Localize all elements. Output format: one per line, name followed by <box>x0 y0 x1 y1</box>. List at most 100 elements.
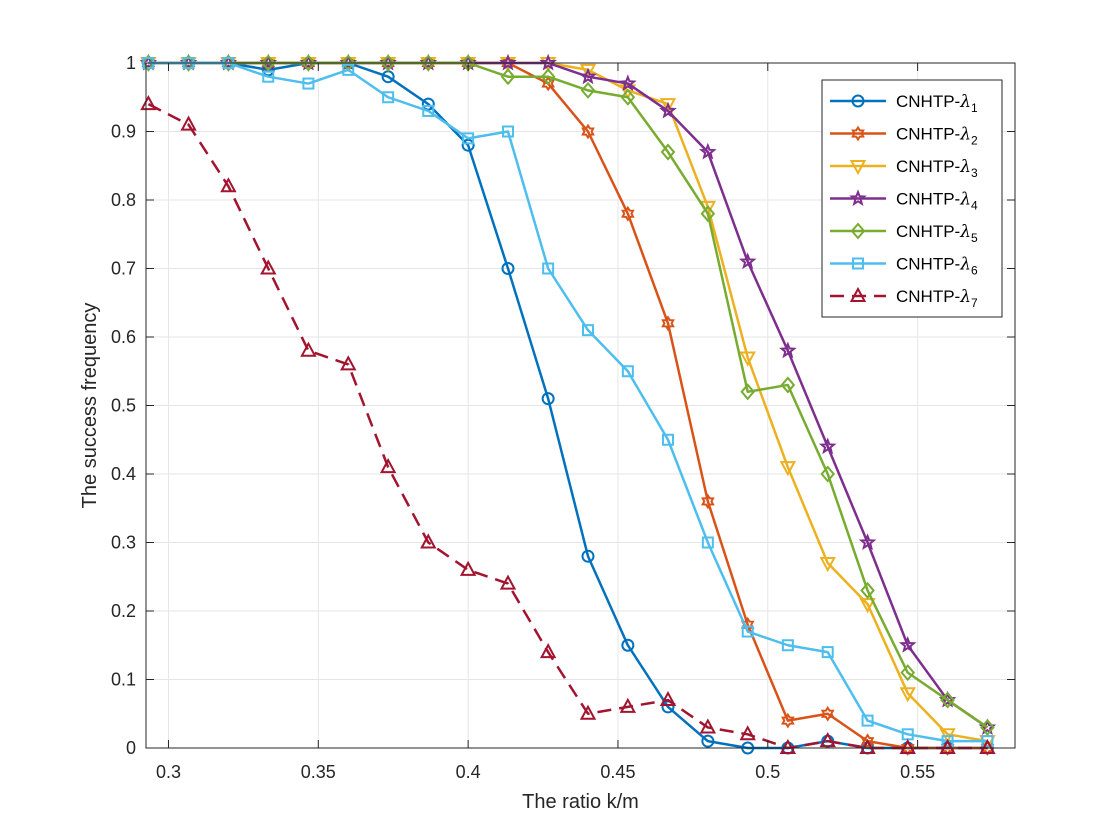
series-5-point <box>500 68 516 86</box>
series-6-point <box>462 132 475 145</box>
series-6-point <box>302 77 315 90</box>
series-5-point <box>740 383 756 401</box>
series-5-point <box>540 68 556 86</box>
series-4-point <box>818 437 837 455</box>
legend-label-symbol: λ <box>959 125 971 145</box>
series-7-point <box>220 177 237 193</box>
series-5-point <box>820 465 836 483</box>
x-tick-label: 0.35 <box>301 762 336 782</box>
legend-item-2: CNHTP-λ2 <box>830 125 978 148</box>
series-5-point <box>580 81 596 99</box>
series-6-point <box>422 104 435 117</box>
series-1-point <box>261 63 275 77</box>
series-2-point <box>541 75 555 92</box>
legend-swatch-marker <box>851 94 865 108</box>
series-1-point <box>701 734 715 748</box>
x-tick-label: 0.3 <box>156 762 181 782</box>
series-4-point <box>619 74 637 92</box>
series-3-point <box>899 687 916 703</box>
y-tick-label: 0.4 <box>111 464 136 484</box>
x-tick-label: 0.55 <box>900 762 935 782</box>
series-1-point <box>621 638 635 652</box>
legend-item-4: CNHTP-λ4 <box>830 189 978 213</box>
series-6-point <box>501 125 514 138</box>
series-6-point <box>342 63 355 76</box>
series-7-point <box>859 738 876 754</box>
legend-label: CNHTP-λ2 <box>896 125 978 148</box>
legend-label-main: CNHTP- <box>896 255 960 274</box>
legend: CNHTP-λ1CNHTP-λ2CNHTP-λ3CNHTP-λ4CNHTP-λ5… <box>821 79 1003 318</box>
legend-label-subscript: 5 <box>971 231 978 245</box>
legend-label-symbol: λ <box>959 157 971 177</box>
legend-label: CNHTP-λ5 <box>896 222 978 245</box>
series-6-point <box>661 433 674 446</box>
series-2-point <box>581 123 595 140</box>
series-6-point <box>821 646 834 659</box>
series-7-point <box>939 738 956 754</box>
series-6-point <box>542 262 555 275</box>
legend-swatch-marker <box>850 222 866 240</box>
series-3-point <box>779 461 797 477</box>
series-6-line <box>148 61 988 743</box>
legend-label-main: CNHTP- <box>896 125 960 144</box>
series-4-point <box>738 252 757 270</box>
y-tick-label: 0.5 <box>111 396 136 416</box>
series-6-point <box>701 536 714 549</box>
x-axis-label: The ratio k/m <box>522 791 639 813</box>
legend-label-main: CNHTP- <box>896 287 960 306</box>
legend-label-subscript: 6 <box>971 264 978 278</box>
series-7-point <box>899 738 916 754</box>
series-7-point <box>739 725 756 741</box>
legend-item-3: CNHTP-λ3 <box>830 157 978 180</box>
series-3-point <box>819 557 836 573</box>
legend-label-subscript: 7 <box>971 296 978 310</box>
y-tick-label: 1 <box>126 53 136 73</box>
series-6-point <box>981 735 994 748</box>
series-6-point <box>781 639 794 652</box>
series-5-point <box>860 581 875 599</box>
series-6-point <box>741 625 754 638</box>
series-1-point <box>541 392 555 406</box>
series-7-point <box>260 259 277 275</box>
legend-label-subscript: 2 <box>971 134 978 148</box>
legend-label: CNHTP-λ3 <box>896 157 978 180</box>
y-tick-label: 0.9 <box>111 122 136 142</box>
series-1-point <box>421 97 435 111</box>
series-7-point <box>499 574 517 590</box>
legend-label-symbol: λ <box>959 255 971 275</box>
series-7-point <box>819 732 836 748</box>
y-tick-label: 0.8 <box>111 190 136 210</box>
series-5-point <box>301 54 316 72</box>
series-7-point <box>619 697 637 713</box>
series-5-point <box>700 205 716 223</box>
series-6-point <box>941 735 954 748</box>
series-6-point <box>621 365 634 378</box>
legend-label-subscript: 1 <box>971 101 978 115</box>
series-6-point <box>262 70 275 83</box>
series-7-point <box>379 458 397 474</box>
legend-label: CNHTP-λ4 <box>896 190 978 213</box>
series-4-point <box>579 67 597 85</box>
series-7-point <box>459 560 477 576</box>
y-tick-label: 0.2 <box>111 601 136 621</box>
legend-swatch-marker <box>849 160 867 176</box>
series-2-point <box>701 493 715 510</box>
series-3-point <box>859 598 876 614</box>
y-tick-label: 0.3 <box>111 533 136 553</box>
series-7-point <box>180 115 197 131</box>
series-5-point <box>620 88 636 106</box>
series-5-point <box>980 718 995 736</box>
x-tick-label: 0.45 <box>600 762 635 782</box>
legend-item-7: CNHTP-λ7 <box>830 286 978 310</box>
legend-item-5: CNHTP-λ5 <box>830 222 978 245</box>
series-4-point <box>659 101 677 119</box>
series-4-point <box>499 53 517 71</box>
series-2-point <box>661 315 675 332</box>
series-7-point <box>979 738 996 754</box>
y-axis-label: The success frequency <box>79 303 101 509</box>
series-7-point <box>659 690 677 707</box>
series-2-point <box>860 733 875 750</box>
legend-label-symbol: λ <box>959 92 971 112</box>
series-4-point <box>539 53 557 71</box>
